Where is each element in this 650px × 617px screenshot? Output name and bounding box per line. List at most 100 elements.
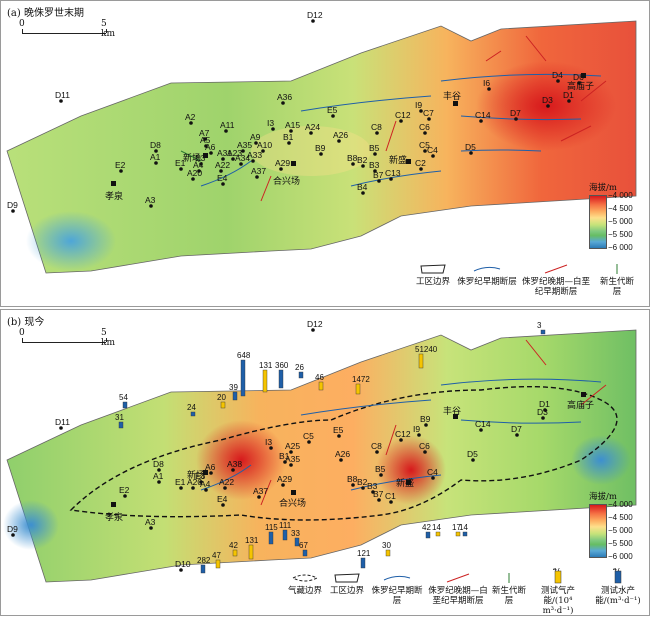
legend-a-fault-late: 侏罗纪晚期—白垩纪早期断层 (521, 263, 591, 297)
production-label: 24 (187, 403, 196, 412)
a-well-label-d8: D8 (150, 140, 161, 150)
a-well-label-a22: A22 (215, 160, 230, 170)
a-well-label-b3: B3 (369, 160, 380, 170)
panel-b-present: 648 131 360 26 46 1472 51240 3 54 31 24 20 39 115 111 3… (0, 309, 650, 616)
a-well-label-b9: B9 (315, 143, 326, 153)
b-well-marker-a6 (209, 471, 213, 475)
a-wells: D12D11D9D8E2A1A2A3A4A5A6A7A9A10A11A15A20… (7, 10, 584, 213)
production-label: 47 (212, 551, 221, 560)
svg-text:47: 47 (553, 568, 561, 573)
panel-a-title: (a) 晚侏罗世末期 (7, 8, 84, 19)
b-well-marker-d5 (471, 458, 475, 462)
production-bar (435, 531, 441, 537)
a-well-marker-c6 (423, 131, 427, 135)
b-well-marker-e3 (199, 480, 203, 484)
a-well-label-d6: D6 (573, 72, 584, 82)
a-well-label-a2: A2 (185, 112, 196, 122)
b-well-marker-a35 (289, 463, 293, 467)
b-well-label-c1: C1 (385, 491, 396, 501)
colorbar-a (589, 195, 607, 249)
place-gaomiaozi: 高庙子 (567, 80, 594, 92)
legend-b-gas-prod: 47 测试气产能/(10⁴ m³·d⁻¹) (540, 568, 575, 616)
production-bar (385, 549, 391, 557)
place-b-xinchang: 新场 (187, 469, 205, 481)
scale-a-start: 0 (19, 19, 25, 29)
a-well-label-c2: C2 (415, 158, 426, 168)
a-well-marker-b1 (287, 141, 291, 145)
production-bar (302, 549, 308, 557)
a-well-marker-c12 (399, 119, 403, 123)
a-well-marker-d11 (59, 99, 63, 103)
b-well-label-d10: D10 (175, 559, 191, 569)
b-well-marker-c5 (307, 440, 311, 444)
b-well-marker-d10 (179, 568, 183, 572)
low-zone-b (3, 500, 59, 550)
b-well-label-a1: A1 (153, 471, 164, 481)
b-well-marker-a20 (191, 486, 195, 490)
production-label: 1472 (352, 375, 370, 384)
a-well-marker-d7 (514, 117, 518, 121)
place-xiaoquan: 孝泉 (105, 190, 123, 202)
a-well-marker-e1 (179, 167, 183, 171)
b-well-marker-c12 (399, 438, 403, 442)
a-well-marker-i6 (487, 87, 491, 91)
a-well-label-a20: A20 (187, 168, 202, 178)
low-zone-a (26, 211, 116, 271)
a-well-marker-c8 (375, 131, 379, 135)
legend-a-boundary: 工区边界 (413, 263, 453, 287)
a-well-marker-c13 (389, 177, 393, 181)
a-well-label-b8: B8 (347, 153, 358, 163)
production-bar (122, 401, 128, 409)
a-well-marker-a11 (224, 129, 228, 133)
colorbar-a-title: 海拔/m (589, 183, 617, 193)
b-well-marker-b7 (377, 498, 381, 502)
a-well-marker-a9 (254, 141, 258, 145)
a-well-label-i6: I6 (483, 78, 490, 88)
panel-a-late-jurassic: D12D11D9D8E2A1A2A3A4A5A6A7A9A10A11A15A20… (0, 0, 650, 307)
b-well-marker-c14 (479, 428, 483, 432)
a-well-label-b5: B5 (369, 143, 380, 153)
production-label: 42 (229, 541, 238, 550)
a-well-marker-a31 (221, 157, 225, 161)
b-well-marker-a1 (157, 480, 161, 484)
place-fenggu: 丰谷 (443, 90, 461, 102)
b-well-label-a25: A25 (285, 441, 300, 451)
b-well-label-a4: A4 (200, 479, 211, 489)
b-well-label-b1: B1 (279, 451, 290, 461)
place-b-xiaoquan: 孝泉 (105, 511, 123, 523)
a-well-marker-a7 (203, 137, 207, 141)
production-bar (282, 529, 288, 541)
production-label: 54 (119, 393, 128, 402)
b-well-label-d11: D11 (55, 417, 70, 427)
a-well-label-c5: C5 (419, 140, 430, 150)
a-well-marker-a37 (255, 175, 259, 179)
a-well-marker-c5 (423, 149, 427, 153)
scale-b-end: 5 km (101, 328, 115, 348)
b-well-label-a20: A20 (187, 477, 202, 487)
a-well-marker-a15 (289, 129, 293, 133)
b-well-label-d8: D8 (153, 459, 164, 469)
b-well-label-i3: I3 (265, 437, 272, 447)
b-well-label-b3: B3 (367, 481, 378, 491)
a-well-marker-i9 (419, 109, 423, 113)
a-well-marker-c2 (419, 167, 423, 171)
b-well-marker-a38 (231, 468, 235, 472)
b-well-marker-b5 (379, 473, 383, 477)
a-well-marker-a33 (251, 159, 255, 163)
faults-neo-a (180, 150, 202, 162)
production-bar (294, 537, 300, 547)
b-well-marker-i9 (417, 433, 421, 437)
a-well-label-b4: B4 (357, 182, 368, 192)
b-well-label-d7: D7 (511, 424, 522, 434)
b-well-label-b7: B7 (373, 489, 384, 499)
production-bar (355, 383, 361, 395)
a-well-label-c12: C12 (395, 110, 411, 120)
a-well-label-i9: I9 (415, 100, 422, 110)
b-well-marker-d8 (157, 468, 161, 472)
a-well-label-b2: B2 (357, 155, 368, 165)
a-well-marker-b2 (361, 164, 365, 168)
production-bar (360, 557, 366, 569)
a-well-marker-b4 (361, 191, 365, 195)
production-bar (455, 531, 461, 537)
